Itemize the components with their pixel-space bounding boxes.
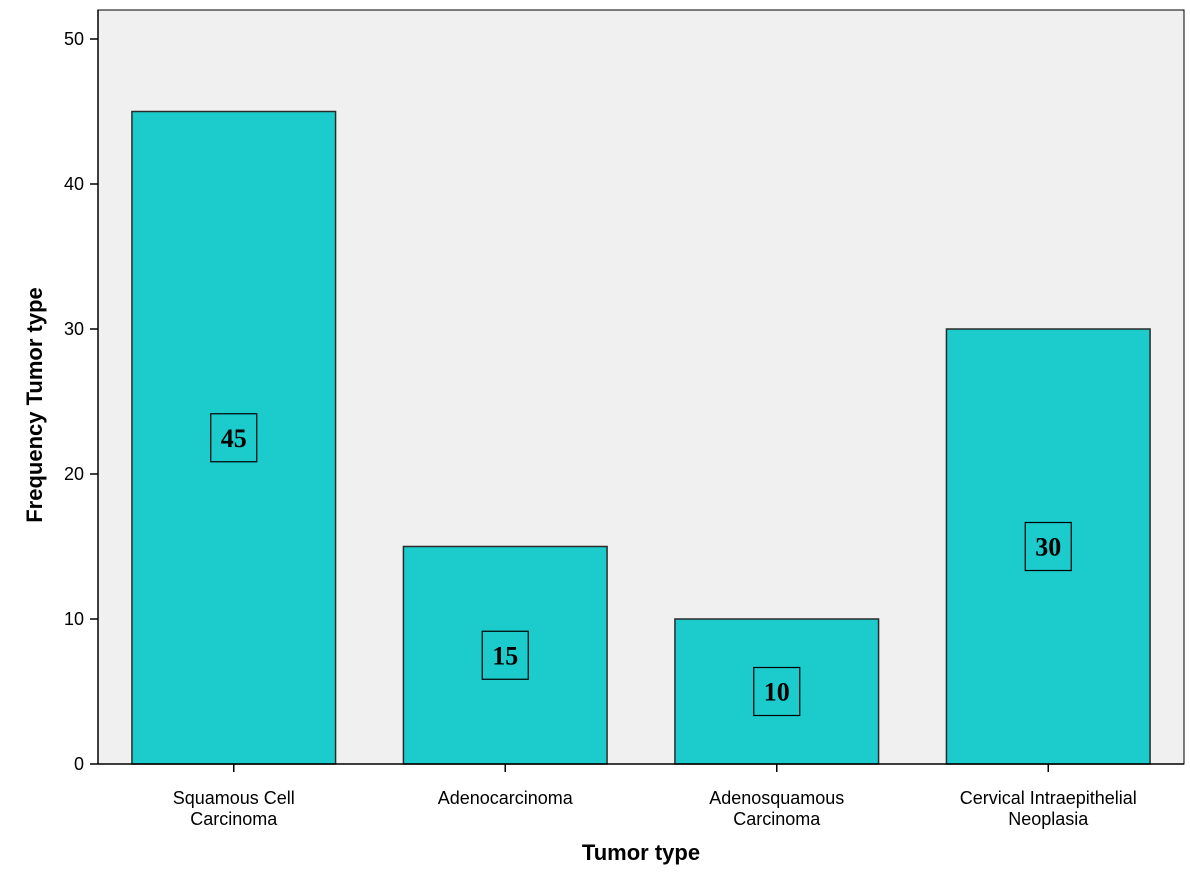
x-tick-label-line: Cervical Intraepithelial	[960, 788, 1137, 808]
bar	[674, 618, 880, 765]
data-label: 45	[221, 424, 247, 453]
y-tick-label: 20	[64, 464, 84, 484]
data-label-box	[210, 413, 258, 463]
x-tick-label: Cervical Intraepithelial Neoplasia	[960, 788, 1137, 829]
x-tick-label-line: Neoplasia	[1008, 809, 1089, 829]
x-tick-label-line: Adenocarcinoma	[438, 788, 574, 808]
bar	[945, 328, 1151, 765]
y-tick-label: 0	[74, 754, 84, 774]
x-tick-label: Adenosquamous Carcinoma	[709, 788, 844, 829]
x-tick-label-line: Carcinoma	[190, 809, 278, 829]
x-axis-title: Tumor type	[582, 840, 700, 865]
x-tick-label: Adenocarcinoma	[438, 788, 574, 808]
x-tick-label-line: Carcinoma	[733, 809, 821, 829]
data-label-box	[1024, 521, 1072, 572]
y-tick-label: 10	[64, 609, 84, 629]
bars-layer: 45 15 10 30	[131, 110, 1151, 765]
y-tick-label: 50	[64, 29, 84, 49]
x-tick-label-line: Adenosquamous	[709, 788, 844, 808]
x-tick-label-line: Squamous Cell	[173, 788, 295, 808]
y-tick-label: 30	[64, 319, 84, 339]
bar	[402, 545, 608, 765]
y-axis-ticks: 0 10 20 30 40 50	[64, 29, 98, 774]
y-tick-label: 40	[64, 174, 84, 194]
data-label: 15	[492, 641, 518, 670]
y-axis-title: Frequency Tumor type	[22, 287, 47, 523]
data-label: 10	[764, 678, 790, 707]
x-tick-label: Squamous Cell Carcinoma	[173, 788, 295, 829]
data-label-box	[481, 630, 529, 680]
data-label: 30	[1035, 533, 1061, 562]
bar	[131, 110, 337, 765]
data-label-box	[753, 666, 801, 717]
